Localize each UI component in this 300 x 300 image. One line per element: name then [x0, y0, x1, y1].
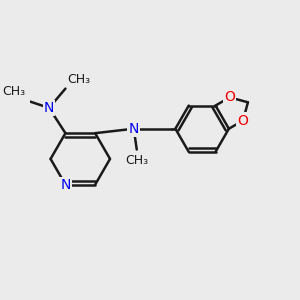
Text: CH₃: CH₃: [67, 73, 90, 85]
Text: O: O: [224, 90, 235, 104]
Text: CH₃: CH₃: [2, 85, 25, 98]
Text: N: N: [44, 101, 54, 115]
Text: CH₃: CH₃: [125, 154, 148, 167]
Text: N: N: [60, 178, 70, 192]
Text: O: O: [238, 114, 248, 128]
Text: N: N: [129, 122, 139, 136]
